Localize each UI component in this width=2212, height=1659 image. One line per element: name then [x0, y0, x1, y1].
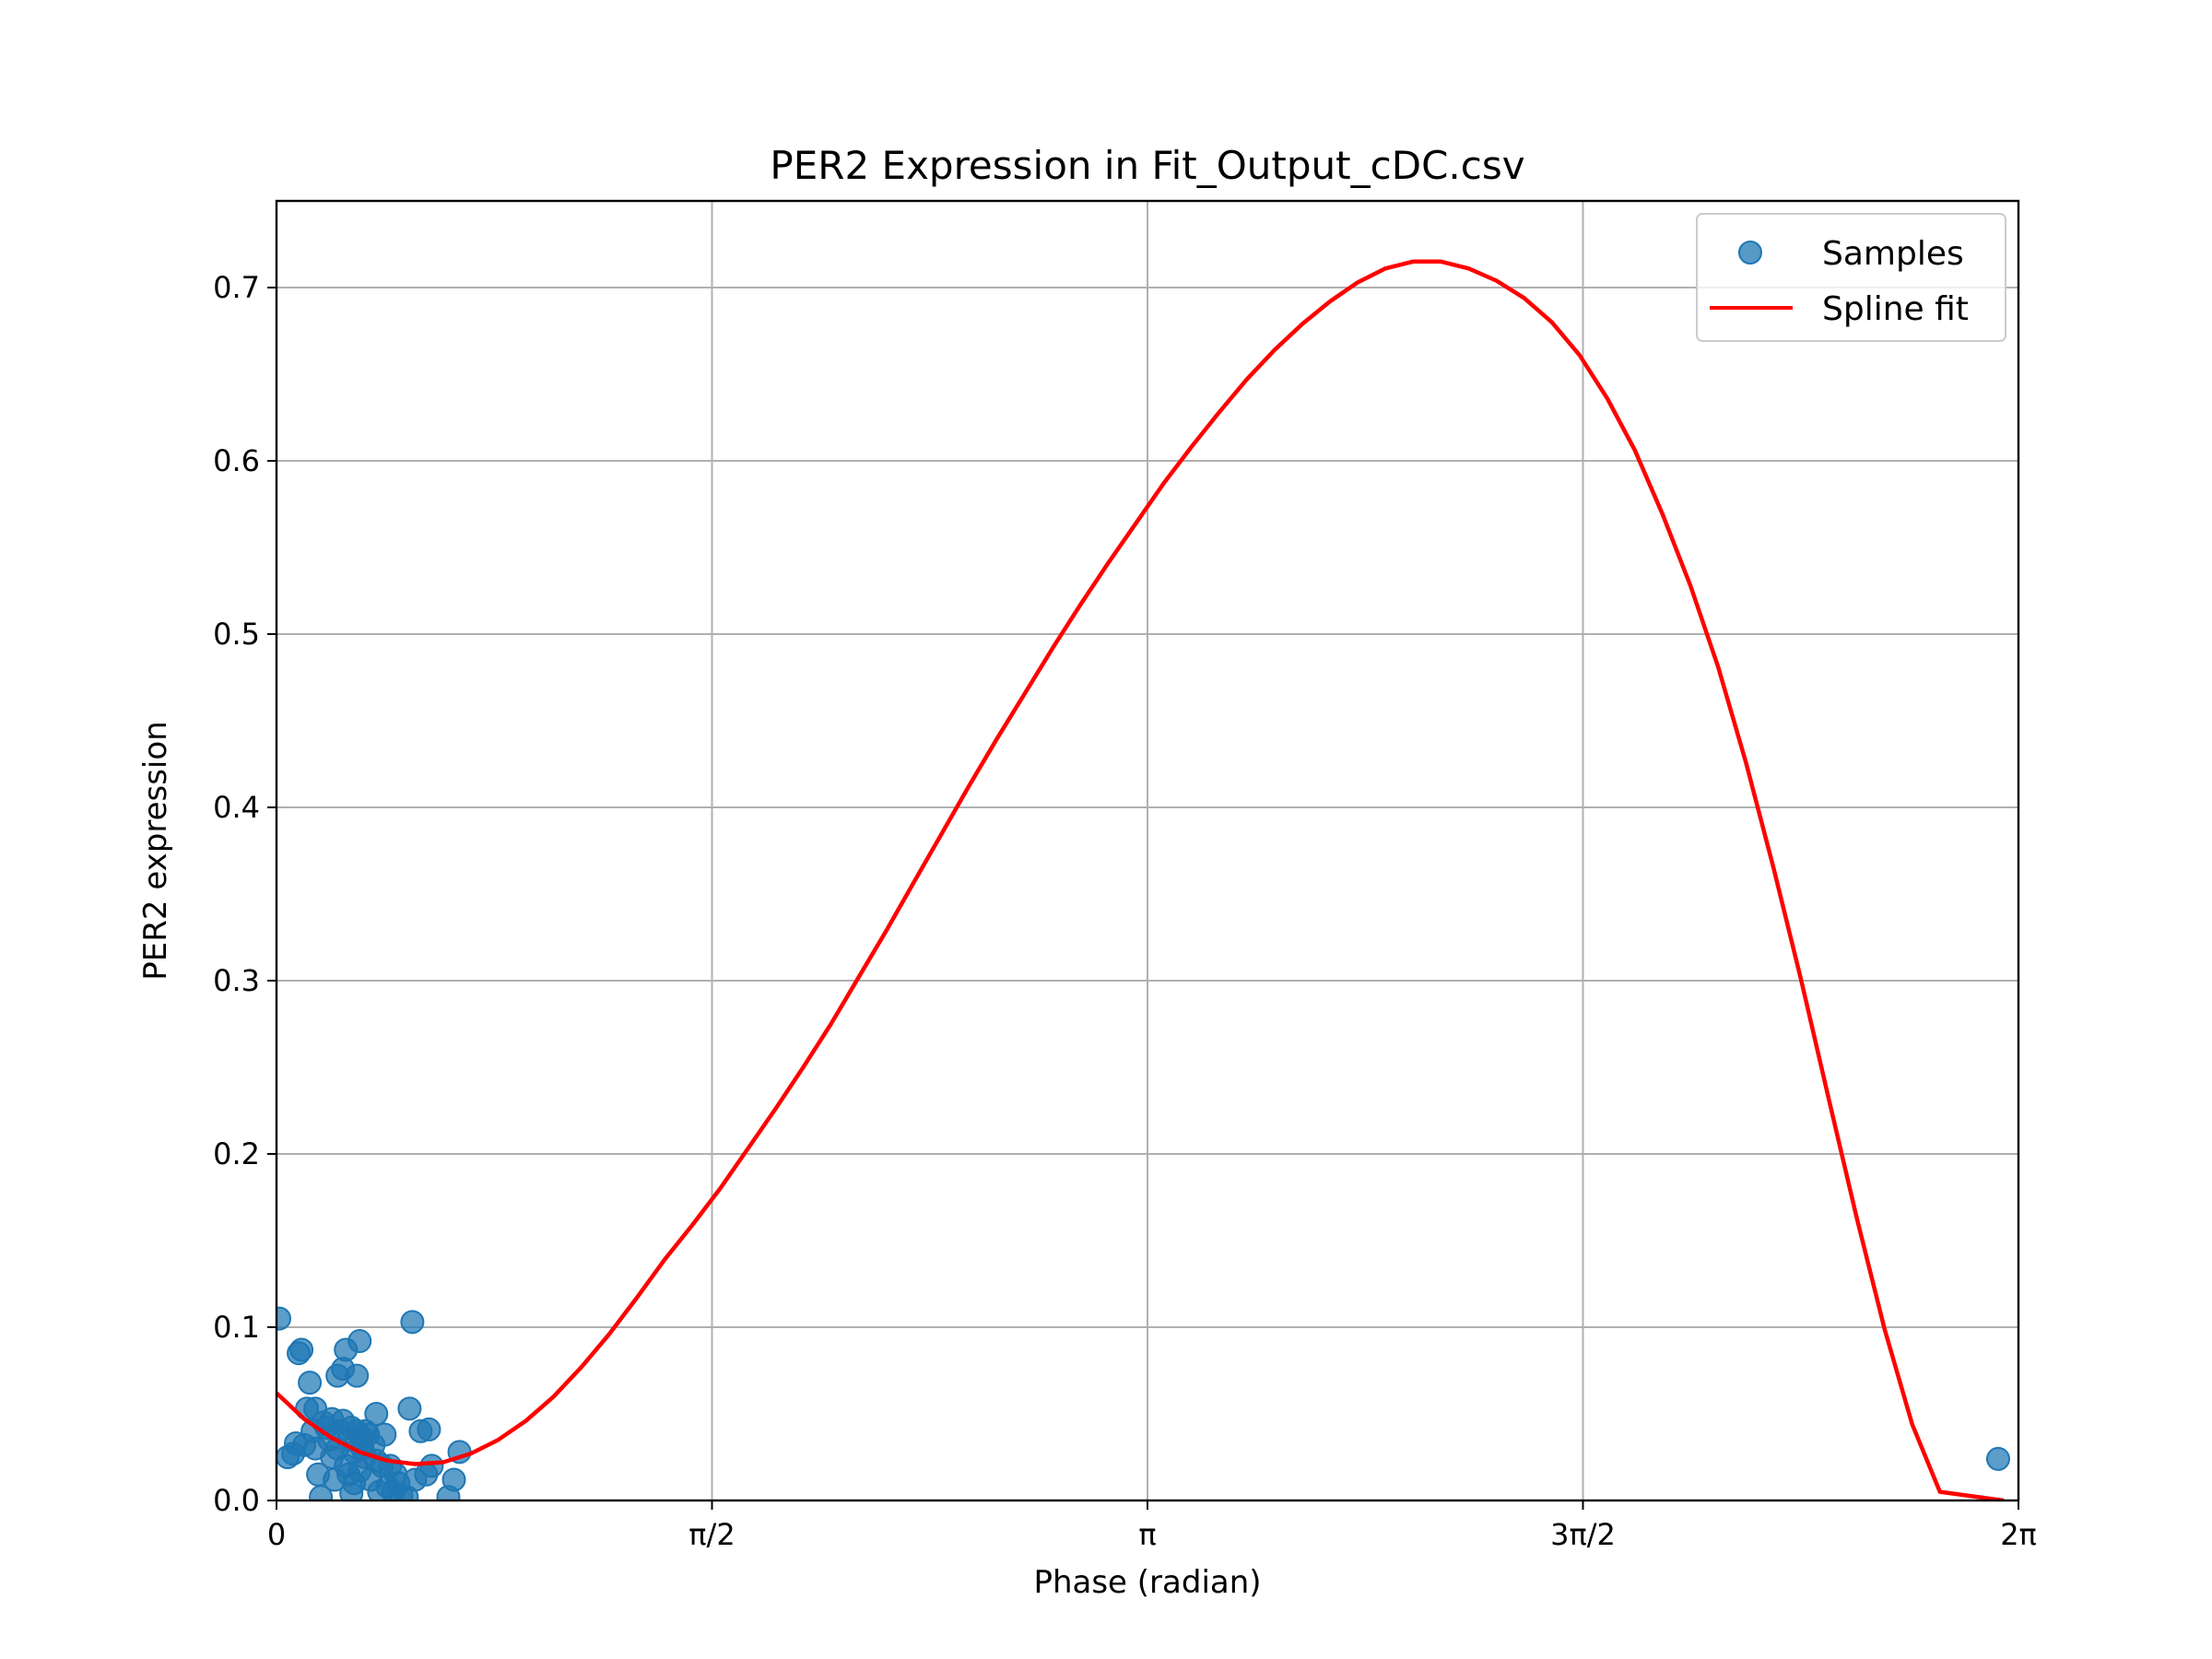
spline-fit-line	[276, 259, 2005, 1500]
y-axis-label: PER2 expression	[137, 721, 174, 980]
y-tick-label: 0.0	[213, 1483, 260, 1518]
sample-point	[441, 1467, 466, 1492]
x-axis-label: Phase (radian)	[1033, 1564, 1261, 1601]
sample-point	[347, 1329, 372, 1354]
y-tick-label: 0.6	[213, 443, 260, 478]
x-tick-label: 3π/2	[1550, 1517, 1616, 1552]
samples-series	[276, 1306, 2010, 1500]
legend-samples-marker	[1738, 241, 1762, 265]
sample-point	[397, 1396, 422, 1421]
legend-samples-label: Samples	[1822, 235, 1964, 273]
x-tick-label: 2π	[2000, 1517, 2037, 1552]
legend-spline-label: Spline fit	[1822, 290, 1969, 328]
y-tick-label: 0.1	[213, 1310, 260, 1345]
sample-point	[1985, 1446, 2010, 1471]
sample-point	[309, 1485, 334, 1500]
chart-title: PER2 Expression in Fit_Output_cDC.csv	[770, 143, 1524, 188]
plot-frame	[275, 199, 2020, 1502]
sample-point	[419, 1453, 444, 1478]
y-tick-label: 0.4	[213, 790, 260, 825]
plot-area	[276, 259, 2010, 1500]
ticks: 0 π/2 π 3π/2 2π 0.0 0.1 0.2 0.3 0.4 0.5 0.6 0.7	[213, 270, 2037, 1552]
y-tick-label: 0.2	[213, 1136, 260, 1171]
legend: Samples Spline fit	[1696, 213, 2006, 342]
sample-point	[289, 1337, 314, 1362]
x-tick-label: 0	[267, 1517, 286, 1552]
y-tick-label: 0.5	[213, 617, 260, 652]
sample-point	[417, 1417, 441, 1441]
y-tick-label: 0.3	[213, 963, 260, 998]
x-tick-label: π/2	[688, 1517, 735, 1552]
grid	[276, 201, 2019, 1501]
sample-point	[345, 1363, 370, 1388]
sample-point	[372, 1422, 397, 1447]
sample-point	[400, 1310, 425, 1335]
sample-point	[298, 1371, 323, 1395]
y-tick-label: 0.7	[213, 270, 260, 305]
x-tick-label: π	[1138, 1517, 1156, 1552]
sample-point	[276, 1306, 292, 1331]
sample-point	[364, 1402, 389, 1426]
